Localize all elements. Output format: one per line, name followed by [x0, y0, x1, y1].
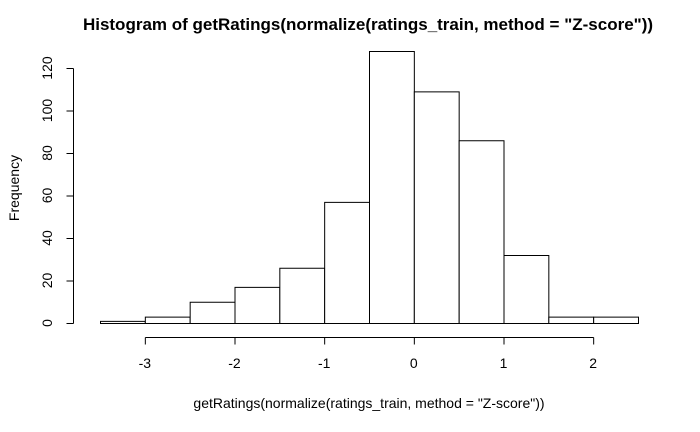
- histogram-bar: [458, 140, 505, 324]
- y-axis-label: Frequency: [6, 155, 22, 221]
- x-tick-label: 1: [500, 355, 508, 371]
- y-tick-label: 100: [39, 99, 55, 123]
- histogram-bar: [279, 267, 326, 324]
- x-tick-label: -3: [139, 355, 152, 371]
- y-tick-label: 40: [39, 230, 55, 246]
- y-tick-label: 80: [39, 145, 55, 161]
- histogram-bar: [593, 316, 640, 324]
- y-tick-label: 120: [39, 56, 55, 80]
- histogram-bar: [503, 255, 550, 324]
- histogram-bar: [100, 320, 146, 324]
- histogram-bar: [324, 201, 370, 324]
- histogram-bar: [548, 316, 595, 324]
- x-tick-label: 0: [410, 355, 418, 371]
- chart-title: Histogram of getRatings(normalize(rating…: [83, 15, 653, 34]
- x-tick-label: -2: [228, 355, 241, 371]
- x-axis: -3 -2 -1 0 1 2: [139, 337, 597, 371]
- x-tick-label: -1: [318, 355, 331, 371]
- histogram-bar: [413, 91, 460, 324]
- y-axis: 0 20 40 60 80 100 120: [39, 56, 74, 327]
- histogram-bar: [369, 51, 415, 324]
- x-axis-label: getRatings(normalize(ratings_train, meth…: [193, 395, 544, 411]
- x-tick-label: 2: [589, 355, 597, 371]
- y-tick-label: 0: [39, 319, 55, 327]
- bars-group: [100, 51, 640, 324]
- histogram-bar: [234, 286, 281, 324]
- y-tick-label: 20: [39, 273, 55, 289]
- histogram-bar: [189, 301, 236, 324]
- y-tick-label: 60: [39, 188, 55, 204]
- histogram-bar: [144, 316, 191, 324]
